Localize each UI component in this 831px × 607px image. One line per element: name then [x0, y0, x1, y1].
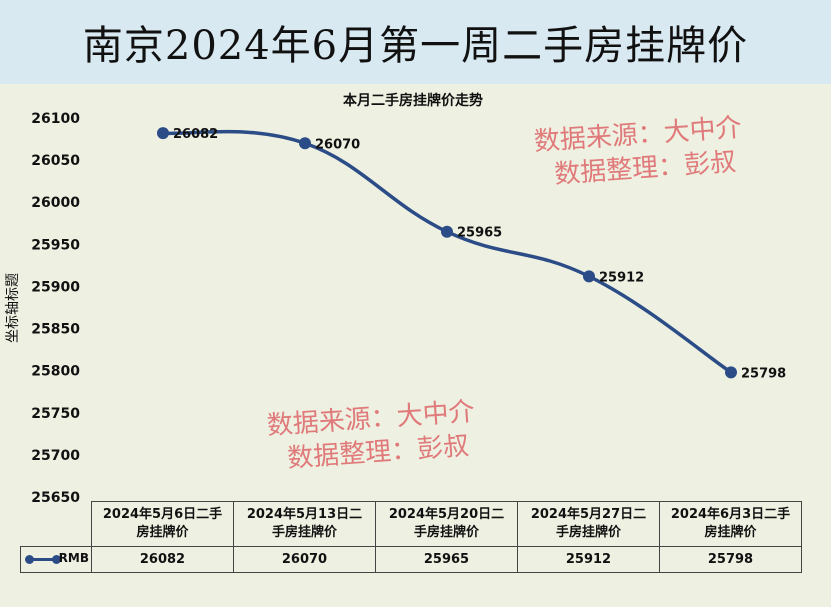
data-label: 26082: [173, 127, 218, 142]
legend-line-swatch: [27, 558, 59, 561]
y-axis-title: 坐标轴标题: [5, 273, 21, 343]
y-tick-label: 25950: [31, 237, 80, 253]
data-table-value: 25798: [659, 546, 802, 573]
data-label: 26070: [315, 137, 360, 152]
legend-key-cell: RMB: [20, 546, 92, 573]
y-tick-label: 25900: [31, 279, 80, 295]
y-tick-label: 26100: [31, 111, 80, 127]
y-axis-ticks: 26100 26050 26000 25950 25900 25850 25800 25750…: [31, 111, 80, 506]
data-label: 25965: [457, 226, 502, 241]
data-labels: 26082 26070 25965 25912 25798: [173, 127, 786, 381]
y-tick-label: 25850: [31, 322, 80, 338]
data-point: [725, 366, 737, 379]
category-line: 2024年5月27日二: [530, 507, 647, 522]
category-line: 2024年5月13日二: [246, 507, 363, 522]
data-table-header-row: 2024年5月6日二手 房挂牌价 2024年5月13日二 手房挂牌价 2024年5月…: [20, 501, 802, 547]
data-label: 25912: [599, 270, 644, 285]
category-line: 房挂牌价: [704, 525, 757, 540]
watermark-bottom: 数据来源：大中介 数据整理：彭叔: [266, 395, 478, 477]
watermark-top: 数据来源：大中介 数据整理：彭叔: [533, 111, 745, 193]
data-table-category: 2024年5月6日二手 房挂牌价: [91, 501, 234, 547]
category-line: 2024年5月20日二: [388, 507, 505, 522]
y-tick-label: 26050: [31, 153, 80, 169]
y-tick-label: 26000: [31, 195, 80, 211]
data-table-category: 2024年5月27日二 手房挂牌价: [517, 501, 660, 547]
category-line: 手房挂牌价: [555, 525, 621, 540]
data-table-value-row: RMB 26082 26070 25965 25912 25798: [20, 546, 802, 573]
y-tick-label: 25750: [31, 406, 80, 422]
page-title: 南京2024年6月第一周二手房挂牌价: [82, 23, 749, 69]
data-point: [299, 137, 311, 150]
data-table-value: 25912: [517, 546, 660, 573]
y-tick-label: 25800: [31, 364, 80, 380]
data-table-category: 2024年5月13日二 手房挂牌价: [233, 501, 376, 547]
legend-marker-icon: [25, 555, 34, 564]
category-line: 2024年6月3日二手: [670, 507, 791, 522]
header-banner: 南京2024年6月第一周二手房挂牌价: [0, 0, 831, 84]
category-line: 手房挂牌价: [271, 525, 337, 540]
chart-title: 本月二手房挂牌价走势: [343, 92, 483, 109]
legend-marker-icon: [52, 555, 61, 564]
data-table: 2024年5月6日二手 房挂牌价 2024年5月13日二 手房挂牌价 2024年5月…: [20, 501, 802, 573]
data-label: 25798: [741, 366, 786, 381]
data-table-category: 2024年5月20日二 手房挂牌价: [375, 501, 518, 547]
category-line: 手房挂牌价: [413, 525, 479, 540]
data-table-corner: [20, 501, 92, 547]
category-line: 2024年5月6日二手: [102, 507, 223, 522]
data-point: [583, 270, 595, 283]
data-table-category: 2024年6月3日二手 房挂牌价: [659, 501, 802, 547]
data-point: [157, 127, 169, 140]
data-point: [441, 225, 453, 238]
data-points: [157, 127, 737, 379]
y-tick-label: 25700: [31, 448, 80, 464]
data-table-value: 26082: [91, 546, 234, 573]
data-table-value: 25965: [375, 546, 518, 573]
data-table-value: 26070: [233, 546, 376, 573]
legend-series-name: RMB: [58, 551, 89, 565]
category-line: 房挂牌价: [136, 525, 189, 540]
